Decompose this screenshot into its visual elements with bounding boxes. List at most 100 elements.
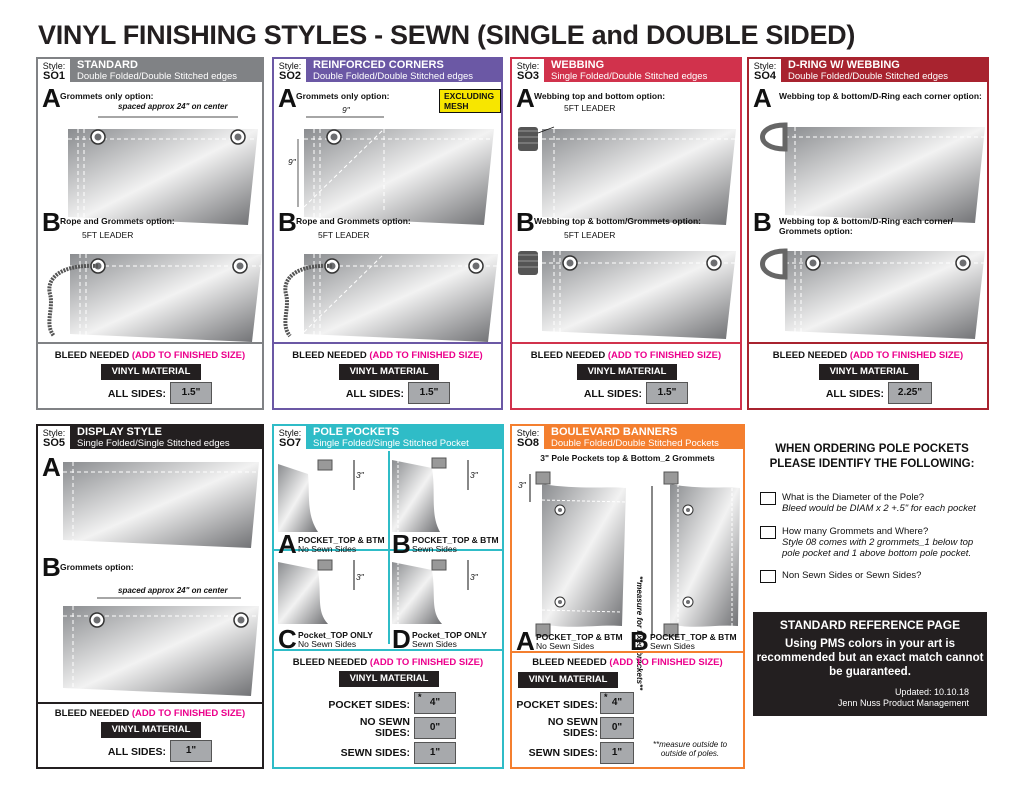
pocket-sides-value: * 4" [414,692,456,714]
vinyl-material-label: VINYL MATERIAL [819,364,919,380]
question-sewn-sides: Non Sewn Sides or Sewn Sides? [760,570,921,583]
author: Jenn Nuss Product Management [837,698,969,708]
option-letter-b: B [392,529,411,559]
bleed-value: 1.5" [170,382,212,404]
option-b-label: Grommets option: [60,562,134,572]
option-letter-a: A [516,83,535,113]
checkbox-grommets[interactable] [760,526,776,539]
bleed-value: 1.5" [408,382,450,404]
panel-header: Style: SO2 REINFORCED CORNERS Double Folde… [274,59,501,82]
style-code: SO8 [516,436,539,449]
boulevard-banner-a [529,471,627,637]
option-letter-d: D [392,624,411,654]
all-sides-label: ALL SIDES: [107,746,166,758]
option-letter-a: A [753,83,772,113]
option-d-title: Pocket_TOP ONLY [412,630,487,640]
option-letter-a: A [516,626,535,656]
updated-date: Updated: 10.10.18 [894,687,969,697]
option-b-sub: Sewn Sides [650,641,695,651]
banner-with-rope [283,253,498,342]
style-sub: Double Folded/Double Stitched edges [313,70,474,82]
style-sub: Single Folded/Double Stitched edges [551,70,708,82]
option-a-sub: No Sewn Sides [298,544,357,554]
no-sewn-sides-value: 0" [414,717,456,739]
vinyl-material-label: VINYL MATERIAL [518,672,618,688]
vinyl-material-label: VINYL MATERIAL [101,364,201,380]
panel-header: Style: SO7 POLE POCKETS Single Folded/Sing… [274,426,502,449]
style-code: SO1 [42,69,65,82]
pocket-sides-label: POCKET SIDES: [328,699,410,711]
boulevard-banner-b [651,471,740,637]
pocket-dimension: 3" [518,480,526,490]
reference-title: STANDARD REFERENCE PAGE [779,618,961,632]
pocket-dimension: 3" [470,470,478,480]
leader-label: 5FT LEADER [564,103,616,113]
option-letter-b: B [278,207,297,237]
sewn-sides-value: 1" [600,742,634,764]
sewn-sides-label: SEWN SIDES: [528,747,598,759]
panel-so1: Style: SO1 STANDARD Double Folded/Double S… [36,57,264,410]
reference-box: STANDARD REFERENCE PAGE Using PMS colors… [753,612,987,716]
option-b-label: Rope and Grommets option: [60,216,175,226]
option-letter-a: A [42,83,61,113]
pocket-dimension: 3" [470,572,478,582]
all-sides-label: ALL SIDES: [345,388,404,400]
pocket-dimension: 3" [356,572,364,582]
style-sub: Single Folded/Single Stitched Pocket [313,437,469,449]
ordering-checklist: WHEN ORDERING POLE POCKETS PLEASE IDENTI… [752,442,992,583]
style-name: DISPLAY STYLE [77,425,162,438]
vinyl-material-label: VINYL MATERIAL [339,364,439,380]
ordering-heading-2: PLEASE IDENTIFY THE FOLLOWING: [769,458,975,470]
pole-pocket-a [278,459,355,532]
pocket-dimension: 3" [356,470,364,480]
bleed-value: 2.25" [888,382,932,404]
option-a-label: Webbing top and bottom option: [534,91,666,101]
option-a-title: POCKET_TOP & BTM [536,632,623,642]
pocket-sides-value: * 4" [600,692,634,714]
leader-label: 5FT LEADER [82,230,134,240]
option-b-title: POCKET_TOP & BTM [412,535,499,545]
option-letter-b: B [42,552,61,582]
bleed-heading: BLEED NEEDED (ADD TO FINISHED SIZE) [292,350,483,361]
page-title: VINYL FINISHING STYLES - SEWN (SINGLE an… [38,20,856,50]
corner-dimension-vertical: 9" [288,157,296,167]
panel-so8: Style: SO8 BOULEVARD BANNERS Double Folded… [510,424,745,769]
measure-note: **measure outside to outside of poles. [652,740,728,758]
style-sub: Single Folded/Single Stitched edges [77,437,230,449]
no-sewn-sides-label: NO SEWN SIDES: [547,716,598,739]
option-letter-b: B [630,626,649,656]
sewn-sides-value: 1" [414,742,456,764]
option-letter-c: C [278,624,297,654]
question-grommets: How many Grommets and Where? Style 08 co… [760,526,992,559]
option-b-label: Webbing top & bottom/Grommets option: [534,216,701,226]
checkbox-sewn-sides[interactable] [760,570,776,583]
option-letter-a: A [278,529,297,559]
all-sides-label: ALL SIDES: [107,388,166,400]
sewn-sides-label: SEWN SIDES: [340,747,410,759]
bleed-heading: BLEED NEEDED (ADD TO FINISHED SIZE) [292,657,484,668]
option-c-title: Pocket_TOP ONLY [298,630,373,640]
vinyl-material-label: VINYL MATERIAL [339,671,439,687]
leader-label: 5FT LEADER [318,230,370,240]
no-sewn-sides-label: NO SEWN SIDES: [359,716,410,739]
panel-so5: Style: SO5 DISPLAY STYLE Single Folded/Sin… [36,424,264,769]
banner-display-plain [63,462,259,548]
style-name: REINFORCED CORNERS [313,58,444,71]
banner-webbing-grommets [518,251,736,339]
checkbox-pole-diameter[interactable] [760,492,776,505]
style-name: BOULEVARD BANNERS [551,425,678,438]
style-sub: Double Folded/Double Stitched edges [788,70,949,82]
panel-so3: Style: SO3 WEBBING Single Folded/Double St… [510,57,742,410]
option-a-sub: No Sewn Sides [536,641,595,651]
corner-dimension: 9" [342,105,350,115]
option-letter-b: B [516,207,535,237]
banner-reinforced-corner [297,116,494,225]
question-pole-diameter: What is the Diameter of the Pole? Bleed … [760,492,976,514]
panel-header: Style: SO4 D-RING w/ WEBBING Double Folded… [749,59,987,82]
spacing-note: spaced approx 24" on center [118,586,228,595]
panel-header: Style: SO1 STANDARD Double Folded/Double S… [38,59,262,82]
option-a-title: POCKET_TOP & BTM [298,535,385,545]
banner-d-ring [760,122,985,223]
pocket-sides-label: POCKET SIDES: [516,699,598,711]
option-a-label: Webbing top & bottom/D-Ring each corner … [779,91,982,101]
